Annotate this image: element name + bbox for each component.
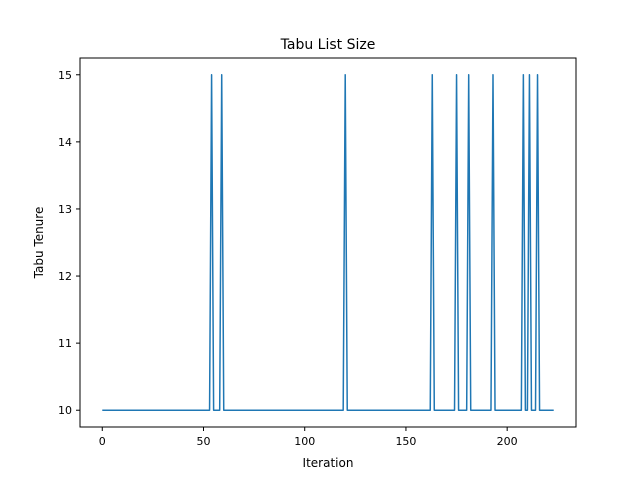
- y-axis-label: Tabu Tenure: [32, 207, 46, 280]
- x-tick-label: 150: [395, 435, 416, 448]
- y-axis: 10 11 12 13 14 15: [58, 69, 80, 417]
- x-tick-label: 50: [196, 435, 210, 448]
- chart-title: Tabu List Size: [280, 37, 376, 53]
- y-tick-label: 10: [58, 404, 72, 417]
- y-tick-label: 13: [58, 203, 72, 216]
- y-tick-label: 11: [58, 337, 72, 350]
- y-tick-label: 12: [58, 270, 72, 283]
- x-axis: 0 50 100 150 200: [99, 427, 518, 448]
- x-tick-label: 100: [294, 435, 315, 448]
- series-line-0: [102, 74, 554, 411]
- plot-area: [102, 74, 554, 411]
- y-tick-label: 15: [58, 69, 72, 82]
- axes-frame: [79, 57, 577, 428]
- x-tick-label: 0: [99, 435, 106, 448]
- x-axis-label: Iteration: [303, 456, 354, 470]
- y-tick-label: 14: [58, 136, 72, 149]
- x-tick-label: 200: [497, 435, 518, 448]
